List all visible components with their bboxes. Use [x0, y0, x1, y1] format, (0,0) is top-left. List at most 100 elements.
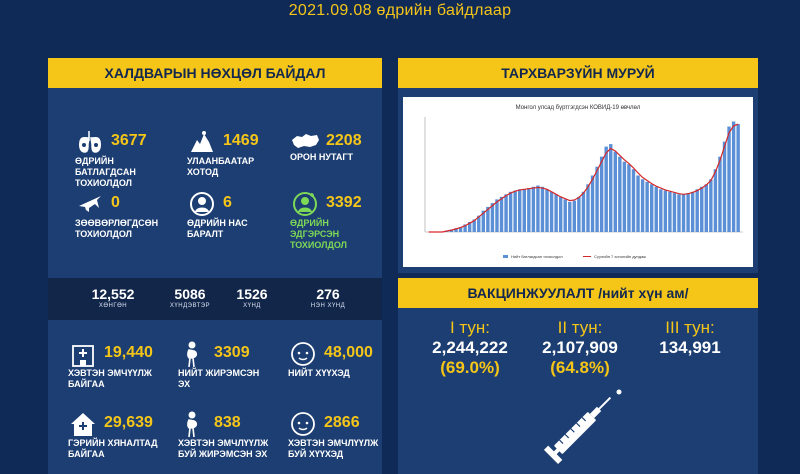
vaccination-dose1: I тун: 2,244,222 (69.0%)	[420, 318, 520, 378]
legend-label-bars: Нийт батлагдсан тохиолдол	[511, 254, 563, 259]
severity-moderate: 5086 ХҮНДЭВТЭР	[155, 286, 225, 309]
chart-bar	[595, 166, 599, 232]
pregnant-hospitalized-value: 838	[214, 414, 241, 431]
chart-bar	[618, 156, 622, 232]
severity-strip	[48, 278, 382, 320]
children-hospitalized-value: 2866	[324, 414, 360, 431]
chart-bar	[713, 169, 718, 232]
chart-bar	[659, 189, 663, 232]
dose1-count: 2,244,222	[432, 338, 508, 357]
airplane-icon	[75, 190, 105, 218]
hospital-icon	[68, 340, 98, 368]
chart-bar	[731, 121, 736, 232]
stat-pregnant-hospitalized: 838 ХЭВТЭН ЭМЧЛҮҮЛЖ БУЙ ЖИРЭМСЭН ЭХ	[178, 410, 288, 460]
chart-bar	[672, 193, 677, 232]
vaccination-panel	[398, 278, 758, 474]
chart-bar	[572, 200, 577, 232]
chart-bar	[536, 185, 540, 232]
chart-bar	[636, 175, 640, 232]
chart-bar	[709, 179, 713, 232]
chart-bar	[631, 169, 636, 232]
mongolia-map-icon	[290, 128, 320, 156]
pregnant-icon	[178, 340, 208, 368]
stat-children: 48,000 НИЙТ ХҮҮХЭД	[288, 340, 383, 390]
legend-swatch-bars	[503, 255, 508, 258]
ulaanbaatar-label: УЛААНБААТАР ХОТОД	[187, 156, 255, 177]
chart-bar	[545, 189, 549, 232]
severity-critical: 276 НЭН ХҮНД	[298, 286, 358, 309]
stat-daily-confirmed: 3677 ӨДРИЙН БАТЛАГДСАН ТОХИОЛДОЛ	[75, 128, 185, 188]
chart-bar	[649, 184, 654, 232]
chart-bar	[681, 194, 686, 232]
curve-title: ТАРХВАРЗҮЙН МУРУЙ	[398, 58, 758, 88]
chart-bar	[513, 190, 517, 232]
severity-mild-value: 12,552	[91, 286, 135, 302]
severity-mild-label: ХӨНГӨН	[98, 303, 128, 309]
severity-critical-value: 276	[316, 286, 340, 302]
imported-label: ЗӨӨВӨРЛӨГДСӨН ТОХИОЛДОЛ	[75, 218, 159, 239]
chart-bar	[527, 188, 531, 232]
dose1-title: I тун:	[449, 318, 491, 337]
care-panel	[48, 320, 382, 474]
chart-bar	[522, 189, 526, 232]
daily-deaths-label: ӨДРИЙН НАС БАРАЛТ	[187, 218, 248, 239]
chart-bar	[449, 229, 454, 232]
chart-bar	[563, 199, 567, 232]
chart-bar	[577, 196, 581, 232]
dose3-title: III тун:	[665, 318, 715, 337]
chart-bar	[613, 151, 617, 232]
chart-bar	[454, 228, 458, 232]
daily-confirmed-label: ӨДРИЙН БАТЛАГДСАН ТОХИОЛДОЛ	[75, 156, 136, 188]
severity-severe-label: ХҮНД	[243, 303, 261, 309]
chart-bar	[472, 219, 476, 232]
chart-bar	[558, 196, 563, 232]
daily-deaths-value: 6	[223, 194, 232, 211]
recovered-icon	[290, 190, 320, 218]
chart-bar	[568, 201, 572, 232]
chart-bar	[695, 189, 699, 232]
baby-icon	[288, 410, 318, 438]
chart-bar	[609, 144, 613, 232]
stat-imported: 0 ЗӨӨВӨРЛӨГДСӨН ТОХИОЛДОЛ	[75, 190, 185, 240]
home-care-value: 29,639	[104, 414, 153, 431]
chart-bar	[668, 191, 672, 232]
report-date: 2021.09.08 өдрийн байдлаар	[288, 2, 512, 19]
chart-bar	[581, 191, 586, 232]
chart-bar	[736, 124, 740, 232]
pregnant-value: 3309	[214, 344, 250, 361]
daily-recovered-label: ӨДРИЙН ЭДГЭРСЭН ТОХИОЛДОЛ	[290, 218, 347, 250]
dose2-title: II тун:	[557, 318, 603, 337]
chart-bar	[477, 215, 481, 232]
chart-bar	[690, 191, 695, 232]
chart-bar	[686, 193, 690, 232]
chart-bar	[504, 194, 508, 232]
stat-children-hospitalized: 2866 ХЭВТЭН ЭМЧЛҮҮЛЖ БУЙ ХҮҮХЭД	[288, 410, 383, 460]
chart-bar	[622, 161, 627, 232]
chart-bar	[590, 175, 595, 232]
stat-daily-recovered: 3392 ӨДРИЙН ЭДГЭРСЭН ТОХИОЛДОЛ	[290, 190, 380, 250]
pregnant-hospitalized-label: ХЭВТЭН ЭМЧЛҮҮЛЖ БУЙ ЖИРЭМСЭН ЭХ	[178, 438, 269, 459]
chart-bar	[486, 206, 490, 232]
chart-bar	[599, 156, 604, 232]
home-care-label: ГЭРИЙН ХЯНАЛТАД БАЙГАА	[68, 438, 158, 459]
chart-bar	[645, 181, 649, 232]
daily-confirmed-value: 3677	[111, 132, 147, 149]
ulaanbaatar-value: 1469	[223, 132, 259, 149]
pregnant-icon	[178, 410, 208, 438]
dose3-count: 134,991	[659, 338, 721, 357]
imported-value: 0	[111, 194, 120, 211]
stat-hospitalized: 19,440 ХЭВТЭН ЭМЧҮҮЛЖ БАЙГАА	[68, 340, 178, 390]
chart-bar	[518, 189, 522, 232]
baby-icon	[288, 340, 318, 368]
vaccination-dose2: II тун: 2,107,909 (64.8%)	[530, 318, 630, 378]
countryside-label: ОРОН НУТАГТ	[290, 152, 354, 162]
chart-bar	[467, 221, 472, 232]
infection-title: ХАЛДВАРЫН НӨХЦӨЛ БАЙДАЛ	[48, 58, 382, 88]
chart-bar	[531, 186, 536, 232]
epidemic-chart-svg: Монгол улсад бүртгэгдсэн КОВИД-19 өвчлөл…	[424, 105, 743, 259]
chart-bar	[677, 194, 681, 232]
severity-severe: 1526 ХҮНД	[222, 286, 282, 309]
chart-bar	[700, 186, 704, 232]
chart-bar	[722, 141, 727, 232]
pregnant-label: НИЙТ ЖИРЭМСЭН ЭХ	[178, 368, 260, 389]
